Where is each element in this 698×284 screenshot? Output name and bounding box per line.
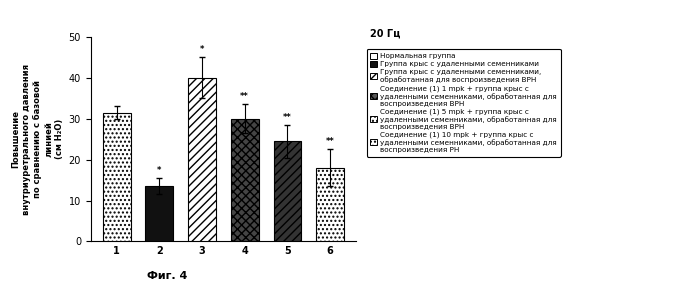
Text: **: ** bbox=[240, 92, 249, 101]
Bar bbox=[274, 141, 302, 241]
Text: **: ** bbox=[326, 137, 334, 146]
Text: **: ** bbox=[283, 112, 292, 122]
Text: 20 Гц: 20 Гц bbox=[370, 28, 401, 38]
Bar bbox=[145, 186, 173, 241]
Bar bbox=[188, 78, 216, 241]
Bar bbox=[231, 119, 258, 241]
Legend: Нормальная группа, Группа крыс с удаленными семенниками, Группа крыс с удаленным: Нормальная группа, Группа крыс с удаленн… bbox=[366, 49, 560, 157]
Text: *: * bbox=[200, 45, 205, 54]
Text: *: * bbox=[157, 166, 161, 175]
Text: Фиг. 4: Фиг. 4 bbox=[147, 271, 188, 281]
Y-axis label: Повышение
внутриуретрального давления
по сравнению с базовой
линией
(см H₂O): Повышение внутриуретрального давления по… bbox=[11, 64, 64, 215]
Bar bbox=[103, 112, 131, 241]
Bar bbox=[316, 168, 344, 241]
